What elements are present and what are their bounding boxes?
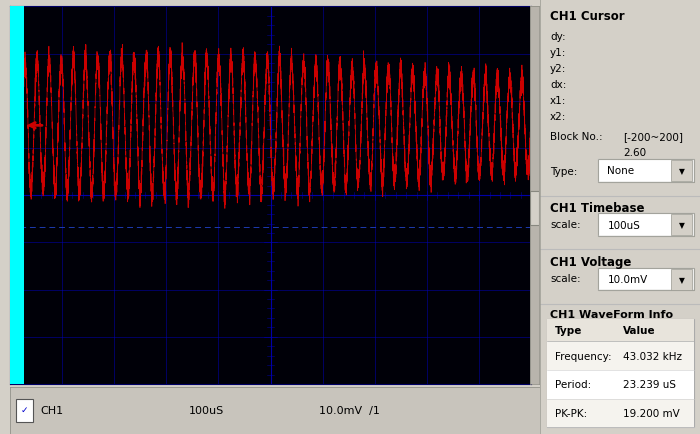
- Text: Block No.:: Block No.:: [550, 132, 603, 141]
- Text: [-200~200]: [-200~200]: [624, 132, 683, 141]
- Text: CH1: CH1: [41, 404, 64, 414]
- Text: PK-PK:: PK-PK:: [555, 408, 587, 418]
- Text: ▼: ▼: [679, 275, 685, 284]
- Text: 43.032 kHz: 43.032 kHz: [624, 351, 682, 361]
- Bar: [671, 161, 692, 181]
- Text: CH1 Timebase: CH1 Timebase: [550, 202, 645, 215]
- Text: 10.0mV: 10.0mV: [608, 275, 648, 284]
- Text: CH1 WaveForm Info: CH1 WaveForm Info: [550, 310, 673, 319]
- Text: dx:: dx:: [550, 80, 566, 90]
- Text: ▼: ▼: [679, 167, 685, 175]
- Bar: [598, 160, 694, 182]
- Text: Type:: Type:: [550, 167, 578, 176]
- Bar: [16, 399, 33, 422]
- Text: 2.60: 2.60: [624, 148, 647, 158]
- Bar: [598, 268, 694, 291]
- Bar: [598, 214, 694, 237]
- Text: x1:: x1:: [550, 96, 566, 106]
- Text: Type: Type: [555, 326, 582, 335]
- Text: ▼: ▼: [679, 221, 685, 230]
- Bar: [547, 319, 694, 342]
- Text: 19.200 mV: 19.200 mV: [624, 408, 680, 418]
- Text: None: None: [608, 166, 635, 176]
- Text: scale:: scale:: [550, 274, 580, 283]
- Bar: [531, 192, 538, 226]
- Bar: [547, 399, 694, 427]
- Bar: [547, 319, 694, 427]
- Text: Value: Value: [624, 326, 656, 335]
- Bar: [598, 160, 694, 182]
- Text: 10.0mV  /1: 10.0mV /1: [319, 404, 380, 414]
- Bar: [547, 370, 694, 399]
- Text: scale:: scale:: [550, 220, 580, 230]
- Bar: [598, 268, 694, 291]
- Text: y2:: y2:: [550, 64, 566, 74]
- Text: CH1 Cursor: CH1 Cursor: [550, 10, 624, 23]
- Bar: [671, 215, 692, 236]
- Bar: [671, 269, 692, 290]
- Text: dy:: dy:: [550, 32, 566, 42]
- Text: CH1 Voltage: CH1 Voltage: [550, 255, 631, 268]
- Bar: [547, 342, 694, 370]
- Bar: [598, 214, 694, 237]
- Text: 23.239 uS: 23.239 uS: [624, 380, 676, 389]
- Text: ✓: ✓: [21, 405, 29, 414]
- Text: y1:: y1:: [550, 48, 566, 58]
- Text: Period:: Period:: [555, 380, 591, 389]
- Text: Frequency:: Frequency:: [555, 351, 611, 361]
- Text: 100uS: 100uS: [188, 404, 224, 414]
- Text: 100uS: 100uS: [608, 220, 640, 230]
- Text: x2:: x2:: [550, 112, 566, 122]
